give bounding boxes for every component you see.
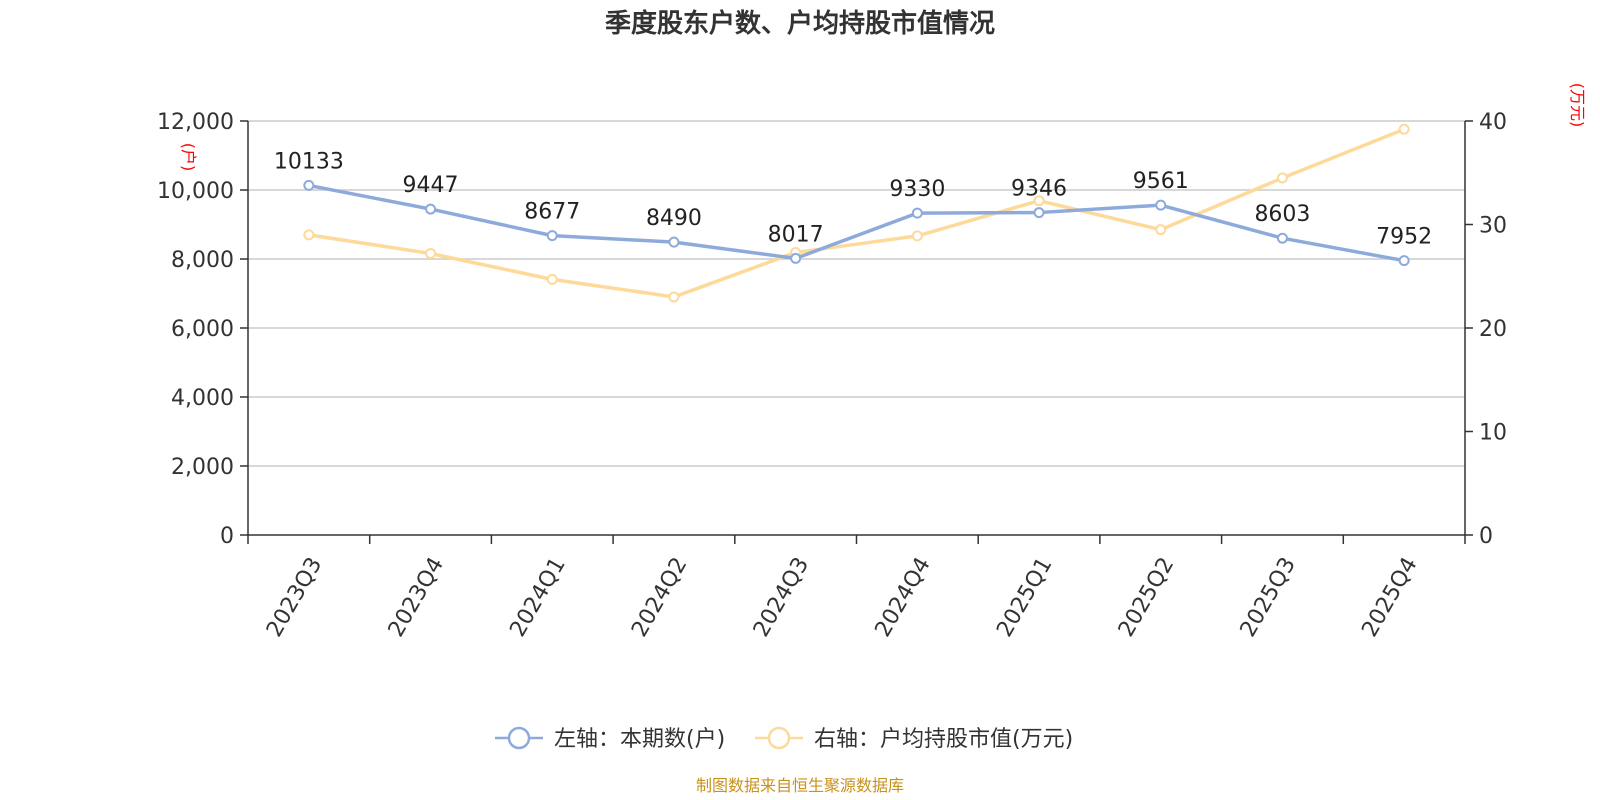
x-axis-category-label: 2024Q2 bbox=[627, 553, 692, 641]
data-label: 8677 bbox=[524, 200, 580, 225]
x-axis-category-label: 2023Q3 bbox=[262, 553, 327, 641]
data-label: 10133 bbox=[274, 149, 344, 174]
left-axis-tick-label: 2,000 bbox=[171, 455, 234, 480]
left-axis-unit: (户) bbox=[179, 143, 198, 172]
data-label: 9346 bbox=[1011, 177, 1067, 202]
data-point bbox=[303, 179, 315, 191]
data-point bbox=[911, 230, 923, 242]
data-point bbox=[425, 203, 437, 215]
x-axis-category-label: 2023Q4 bbox=[384, 553, 449, 641]
data-point bbox=[1033, 207, 1045, 219]
x-axis-category-label: 2025Q2 bbox=[1114, 553, 1179, 641]
data-point bbox=[790, 252, 802, 264]
data-point bbox=[546, 273, 558, 285]
x-axis-category-label: 2024Q1 bbox=[505, 553, 570, 641]
x-axis-category-label: 2025Q4 bbox=[1357, 553, 1422, 641]
chart-title: 季度股东户数、户均持股市值情况 bbox=[605, 8, 995, 39]
data-point bbox=[303, 229, 315, 241]
data-label: 7952 bbox=[1376, 225, 1432, 250]
x-axis-category-label: 2024Q4 bbox=[871, 553, 936, 641]
data-point bbox=[1155, 224, 1167, 236]
x-axis-category-label: 2024Q3 bbox=[749, 553, 814, 641]
left-axis-tick-label: 6,000 bbox=[171, 317, 234, 342]
left-axis-tick-label: 0 bbox=[220, 524, 234, 549]
x-axis-category-label: 2025Q3 bbox=[1236, 553, 1301, 641]
legend: 左轴：本期数(户) 右轴：户均持股市值(万元) bbox=[495, 726, 1073, 752]
data-label: 8603 bbox=[1254, 202, 1310, 227]
left-axis-tick-label: 8,000 bbox=[171, 248, 234, 273]
data-point bbox=[911, 207, 923, 219]
data-point bbox=[425, 247, 437, 259]
source-note: 制图数据来自恒生聚源数据库 bbox=[696, 776, 904, 795]
right-axis-tick-label: 10 bbox=[1479, 421, 1507, 446]
data-point bbox=[1398, 123, 1410, 135]
data-label: 9447 bbox=[403, 173, 459, 198]
series-layer bbox=[303, 123, 1410, 303]
right-axis-tick-label: 30 bbox=[1479, 214, 1507, 239]
right-axis-unit: (万元) bbox=[1568, 83, 1587, 128]
right-axis-tick-label: 0 bbox=[1479, 524, 1493, 549]
legend-label: 左轴：本期数(户) bbox=[554, 727, 725, 752]
legend-marker bbox=[767, 726, 791, 750]
data-point bbox=[1276, 172, 1288, 184]
data-point bbox=[1033, 195, 1045, 207]
data-point bbox=[1398, 255, 1410, 267]
data-label: 9561 bbox=[1133, 169, 1189, 194]
left-axis-tick-label: 10,000 bbox=[157, 179, 234, 204]
right-axis-tick-label: 20 bbox=[1479, 317, 1507, 342]
data-point bbox=[1155, 199, 1167, 211]
data-label: 9330 bbox=[889, 177, 945, 202]
data-point bbox=[546, 230, 558, 242]
left-axis-tick-label: 4,000 bbox=[171, 386, 234, 411]
data-point bbox=[1276, 232, 1288, 244]
data-label: 8490 bbox=[646, 206, 702, 231]
right-axis-tick-label: 40 bbox=[1479, 110, 1507, 135]
data-point bbox=[668, 291, 680, 303]
data-labels: 10133 9447 8677 8490 8017 9330 9346 9561 8603 795… bbox=[274, 149, 1432, 249]
left-axis-tick-label: 12,000 bbox=[157, 110, 234, 135]
series-line-market-value bbox=[308, 127, 1405, 299]
data-label: 8017 bbox=[768, 222, 824, 247]
legend-marker bbox=[507, 726, 531, 750]
legend-label: 右轴：户均持股市值(万元) bbox=[814, 727, 1073, 752]
data-point bbox=[668, 236, 680, 248]
series-line-holders bbox=[308, 183, 1405, 263]
x-axis-category-label: 2025Q1 bbox=[992, 553, 1057, 641]
